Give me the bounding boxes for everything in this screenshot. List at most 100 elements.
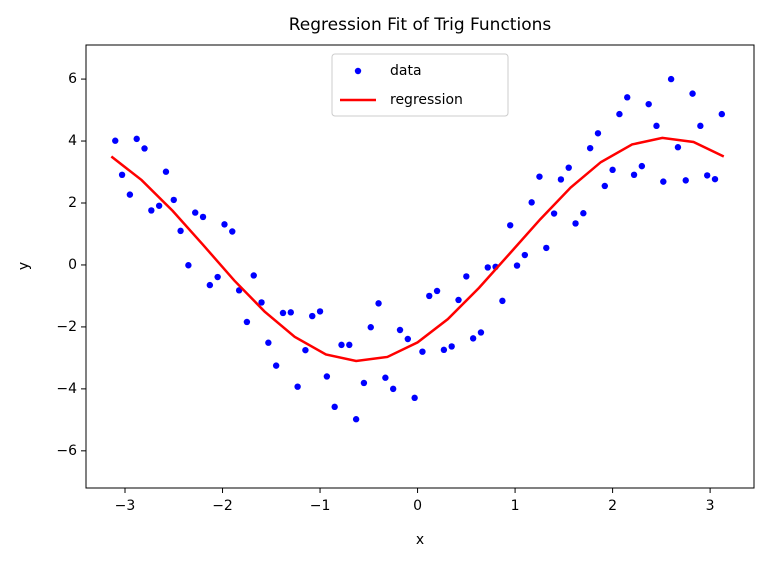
data-point <box>352 416 360 423</box>
data-point <box>703 172 711 179</box>
x-tick-label: −3 <box>115 498 136 514</box>
data-point <box>382 374 389 381</box>
data-point <box>521 251 529 259</box>
data-point <box>118 171 126 179</box>
data-point <box>718 110 726 118</box>
data-point <box>682 177 689 184</box>
x-tick-label: −2 <box>212 498 233 514</box>
data-point <box>170 196 177 204</box>
x-tick-label: 2 <box>608 498 617 514</box>
data-point <box>689 90 696 97</box>
legend-label: regression <box>390 92 463 108</box>
data-point <box>287 309 294 316</box>
data-point <box>448 343 455 350</box>
data-point <box>660 178 667 185</box>
data-point <box>653 122 660 130</box>
data-point <box>455 296 462 304</box>
data-point <box>162 168 170 175</box>
data-point <box>133 135 140 143</box>
data-point <box>697 122 704 130</box>
data-point <box>536 173 543 180</box>
data-point <box>711 175 719 183</box>
data-point <box>258 299 265 306</box>
data-point <box>229 228 236 235</box>
data-point <box>316 308 324 315</box>
data-point <box>565 164 572 171</box>
y-axis-label: y <box>16 262 32 270</box>
data-point <box>433 287 441 295</box>
data-point <box>630 171 638 179</box>
data-point <box>221 221 228 228</box>
data-point <box>206 281 214 289</box>
data-point <box>389 385 397 393</box>
data-point <box>674 144 682 151</box>
data-point <box>112 137 119 144</box>
data-point <box>463 273 470 280</box>
y-tick-label: 2 <box>68 195 77 211</box>
data-point <box>367 324 374 331</box>
axes-frame <box>85 44 755 489</box>
data-point <box>638 162 646 170</box>
y-tick-label: −4 <box>56 381 77 397</box>
x-axis-label: x <box>416 532 424 548</box>
y-tick-label: −2 <box>56 319 77 335</box>
data-point <box>331 403 338 411</box>
data-point <box>243 318 251 326</box>
data-point <box>543 244 550 252</box>
x-tick-label: −1 <box>310 498 331 514</box>
data-point <box>572 220 579 227</box>
y-tick-label: 0 <box>68 257 77 273</box>
data-point <box>419 348 426 355</box>
data-point <box>586 144 594 152</box>
data-point <box>309 312 316 320</box>
data-point <box>177 227 184 235</box>
x-tick-label: 0 <box>413 498 422 514</box>
data-point <box>192 209 199 216</box>
chart-title: Regression Fit of Trig Functions <box>289 15 552 35</box>
data-point <box>507 222 514 229</box>
y-tick-label: 6 <box>68 71 77 87</box>
data-point <box>594 130 602 137</box>
data-point <box>404 335 412 343</box>
data-point <box>499 297 506 305</box>
data-point <box>469 335 477 342</box>
y-tick-label: −6 <box>56 443 77 459</box>
data-point <box>272 362 280 369</box>
data-point <box>513 262 521 269</box>
data-point <box>528 199 535 206</box>
data-point <box>199 213 207 221</box>
data-point <box>375 300 382 307</box>
data-point <box>477 329 485 336</box>
data-point <box>323 373 331 380</box>
legend-label: data <box>390 63 422 79</box>
data-point <box>250 272 257 279</box>
data-point <box>155 202 163 209</box>
data-point <box>645 100 652 108</box>
data-point <box>338 341 345 349</box>
data-point <box>126 191 134 198</box>
data-point <box>141 145 148 152</box>
data-point <box>148 207 155 214</box>
data-point <box>484 264 491 271</box>
data-point <box>426 292 433 300</box>
data-point <box>265 339 272 346</box>
data-point <box>440 346 448 354</box>
data-point <box>360 379 368 387</box>
data-point <box>580 210 587 217</box>
x-tick-label: 1 <box>511 498 520 514</box>
regression-line <box>110 136 725 363</box>
data-point <box>624 94 631 101</box>
y-tick-label: 4 <box>68 133 77 149</box>
data-point <box>616 110 623 118</box>
x-tick-label: 3 <box>706 498 715 514</box>
data-point <box>214 273 221 281</box>
legend-marker <box>354 67 362 75</box>
data-point <box>411 394 418 402</box>
plot-area <box>110 75 726 423</box>
data-point <box>550 210 558 217</box>
data-point <box>346 341 353 349</box>
data-point <box>396 326 404 334</box>
data-point <box>185 262 192 269</box>
data-point <box>279 309 287 317</box>
